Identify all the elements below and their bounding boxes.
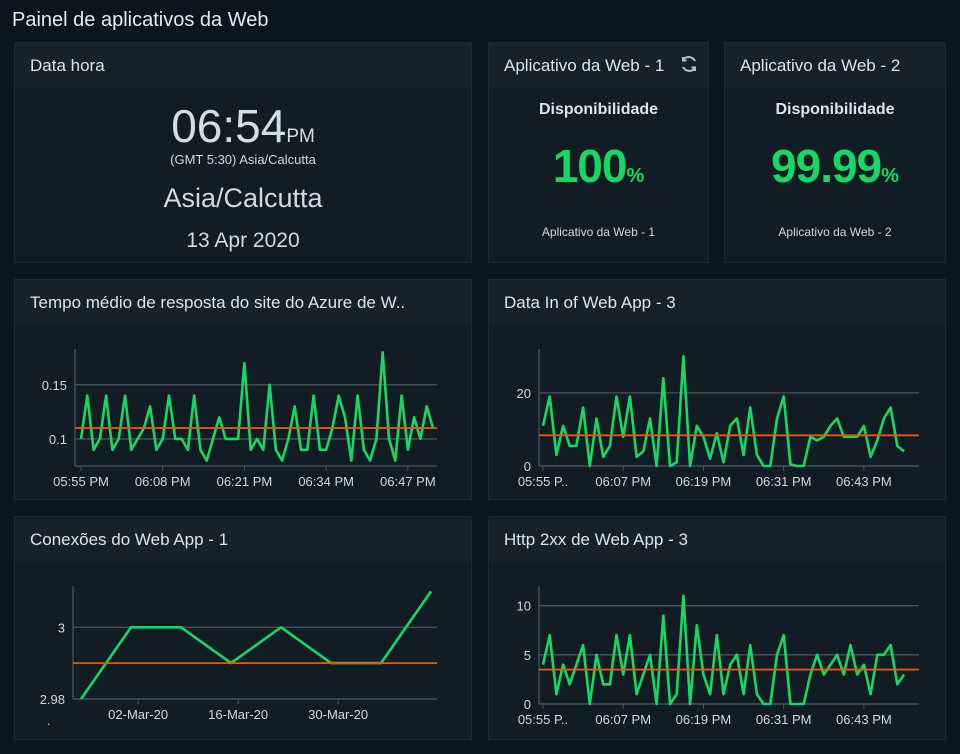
metric-label: Disponibilidade	[538, 101, 659, 118]
x-tick-label: 06:43 PM	[836, 474, 892, 489]
x-tick-label: 06:07 PM	[595, 474, 651, 489]
x-tick-label: 05:55 P..	[518, 474, 568, 489]
availability-value: 99.99	[771, 140, 882, 192]
x-tick-label: 06:31 PM	[756, 474, 812, 489]
y-tick-label: 0.1	[49, 432, 67, 447]
clock-date: 13 Apr 2020	[186, 229, 300, 252]
app-card-2: Aplicativo da Web - 2 Disponibilidade 99…	[724, 42, 946, 263]
x-tick-label: 06:07 PM	[595, 712, 651, 727]
y-tick-label: 20	[517, 386, 531, 401]
x-tick-label: 16-Mar-20	[208, 707, 268, 722]
app-card-title: Aplicativo da Web - 1	[489, 43, 708, 88]
app-card-title: Aplicativo da Web - 2	[725, 43, 945, 88]
x-tick-label: 06:19 PM	[676, 474, 732, 489]
x-tick-label: 06:31 PM	[756, 712, 812, 727]
y-tick-label: 5	[524, 648, 531, 663]
clock-panel-title: Data hora	[15, 43, 471, 88]
x-tick-label: 02-Mar-20	[108, 707, 168, 722]
x-tick-label: 30-Mar-20	[308, 707, 368, 722]
chart-connections: 3 2.98. 02-Mar-20 16-Mar-20 30-Mar-20	[40, 586, 437, 728]
series-line	[541, 594, 906, 706]
chart-data-in: 0 20 05:55 P.. 06:07 PM 06:19 PM 06:31 PM 06:4…	[517, 349, 919, 489]
x-tick-label: 06:34 PM	[298, 474, 354, 489]
y-tick-label: 10	[517, 599, 531, 614]
series-line	[79, 590, 433, 700]
unit: %	[626, 165, 645, 187]
chart-title: Conexões do Web App - 1	[15, 517, 471, 562]
page-title: Painel de aplicativos da Web	[12, 9, 269, 31]
clock-time-row: 06:54PM	[15, 99, 471, 153]
x-tick-label: 06:43 PM	[836, 712, 892, 727]
series-line	[79, 351, 435, 462]
x-tick-label: 06:47 PM	[380, 474, 436, 489]
clock-timezone: (GMT 5:30) Asia/Calcutta	[170, 152, 316, 167]
x-tick-label: 05:55 PM	[53, 474, 109, 489]
chart-title: Tempo médio de resposta do site do Azure…	[15, 280, 471, 325]
clock-ampm: PM	[286, 126, 315, 147]
series-line	[541, 355, 905, 468]
y-tick-label: 0	[524, 459, 531, 474]
x-tick-label: 05:55 P..	[518, 712, 568, 727]
clock-panel: Data hora 06:54PM (GMT 5:30) Asia/Calcut…	[14, 42, 472, 263]
x-tick-label: 06:21 PM	[217, 474, 273, 489]
chart-title: Data In of Web App - 3	[489, 280, 945, 325]
chart-panel-response-time: Tempo médio de resposta do site do Azure…	[14, 279, 472, 500]
chart-response-time: 0.1 0.15 05:55 PM 06:08 PM 06:21 PM 06:34 PM 0…	[42, 349, 437, 489]
x-tick-label: 06:19 PM	[676, 712, 732, 727]
clock-time: 06:54	[171, 100, 287, 152]
chart-panel-http2xx: Http 2xx de Web App - 3 0 5 10 05:55 P.. 06:…	[488, 516, 946, 740]
app-card-1: Aplicativo da Web - 1 Disponibilidade 10…	[488, 42, 709, 263]
y-tick-label: 0	[524, 697, 531, 712]
chart-http2xx: 0 5 10 05:55 P.. 06:07 PM 06:19 PM 06:31 PM 06:…	[517, 586, 919, 727]
y-tick-label: 3	[58, 620, 65, 635]
refresh-icon[interactable]	[678, 53, 700, 75]
availability-value: 100	[552, 140, 628, 192]
y-axis-extra-label: .	[47, 713, 51, 728]
app-caption: Aplicativo da Web - 1	[541, 225, 656, 239]
chart-panel-connections: Conexões do Web App - 1 3 2.98. 02-Mar-20 1…	[14, 516, 472, 740]
chart-panel-data-in: Data In of Web App - 3 0 20 05:55 P.. 06:07…	[488, 279, 946, 500]
clock-city: Asia/Calcutta	[163, 183, 323, 213]
x-tick-label: 06:08 PM	[135, 474, 191, 489]
app-caption: Aplicativo da Web - 2	[778, 225, 892, 239]
unit: %	[881, 165, 899, 187]
chart-title: Http 2xx de Web App - 3	[489, 517, 945, 562]
y-tick-label: 2.98	[40, 692, 65, 707]
y-tick-label: 0.15	[42, 378, 67, 393]
metric-label: Disponibilidade	[775, 101, 895, 118]
